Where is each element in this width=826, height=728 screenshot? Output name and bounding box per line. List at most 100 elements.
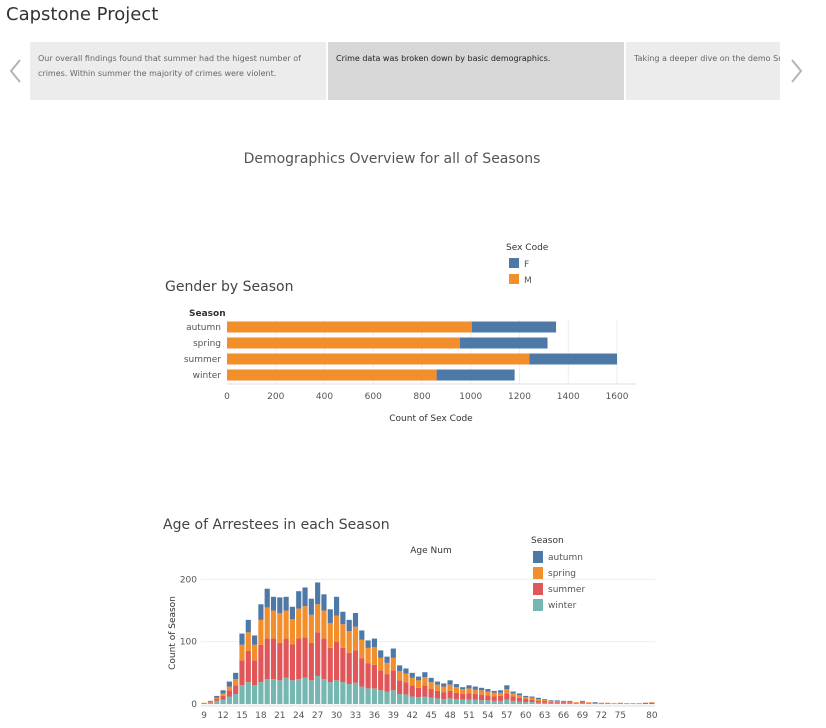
story-point-2-selected[interactable]: Crime data was broken down by basic demo… bbox=[328, 42, 624, 100]
x-tick-label: 36 bbox=[369, 711, 381, 721]
bar-winter bbox=[384, 691, 390, 704]
bar-spring bbox=[397, 670, 403, 681]
bar-summer bbox=[371, 664, 377, 689]
bar-spring bbox=[321, 610, 327, 639]
bar-autumn bbox=[359, 630, 365, 640]
bar-winter bbox=[491, 700, 497, 704]
bar-spring bbox=[529, 697, 535, 700]
bar-summer bbox=[434, 690, 441, 699]
bar-spring bbox=[233, 679, 239, 686]
next-arrow-icon[interactable] bbox=[786, 56, 806, 86]
bar-autumn bbox=[415, 676, 422, 681]
bar-summer bbox=[605, 703, 611, 704]
x-tick-label: 1000 bbox=[459, 392, 482, 402]
bar-autumn bbox=[403, 668, 409, 674]
bar-autumn bbox=[226, 681, 232, 687]
bar-spring bbox=[649, 702, 655, 703]
x-tick-label: 1200 bbox=[508, 392, 531, 402]
x-tick-label: 0 bbox=[224, 392, 230, 402]
bar-summer bbox=[384, 674, 390, 692]
bar-winter bbox=[428, 697, 434, 704]
bar-autumn bbox=[485, 689, 491, 692]
bar-winter bbox=[504, 699, 510, 704]
bar-winter bbox=[485, 700, 491, 704]
x-tick-label: 39 bbox=[388, 711, 400, 721]
bar-autumn bbox=[220, 690, 226, 694]
story-point-3[interactable]: Taking a deeper dive on the demo Summer.… bbox=[626, 42, 780, 100]
bar-spring bbox=[296, 608, 302, 639]
bar-spring bbox=[390, 657, 396, 671]
bar-autumn bbox=[327, 609, 333, 623]
bar-autumn bbox=[491, 690, 497, 693]
bar-summer bbox=[245, 651, 251, 683]
legend-swatch-winter bbox=[533, 599, 543, 611]
bar-spring bbox=[510, 693, 516, 697]
bar-summer bbox=[447, 690, 453, 699]
bar-summer bbox=[315, 632, 321, 676]
x-tick-label: 57 bbox=[501, 711, 512, 721]
bar-winter bbox=[510, 700, 516, 704]
bar-winter bbox=[346, 684, 352, 704]
x-tick-label: 33 bbox=[350, 711, 361, 721]
bar-spring bbox=[605, 702, 611, 704]
legend-label: M bbox=[524, 276, 532, 286]
bar-spring bbox=[617, 702, 623, 704]
bar-autumn bbox=[409, 672, 415, 678]
bar-summer bbox=[485, 695, 491, 701]
bar-spring bbox=[214, 697, 220, 700]
bar-spring bbox=[371, 647, 377, 665]
bar-summer bbox=[226, 690, 232, 697]
bar-spring bbox=[384, 662, 390, 675]
prev-arrow-icon[interactable] bbox=[6, 56, 26, 86]
bar-summer bbox=[346, 652, 352, 685]
bar-summer bbox=[586, 702, 592, 704]
bar-winter bbox=[415, 697, 422, 704]
row-header: Season bbox=[189, 309, 226, 319]
bar-winter bbox=[586, 703, 592, 704]
bar-summer bbox=[277, 642, 283, 681]
bar-M bbox=[227, 337, 460, 349]
bar-summer bbox=[460, 694, 466, 700]
bar-autumn bbox=[479, 687, 485, 691]
bar-spring bbox=[579, 701, 586, 703]
bar-winter bbox=[560, 703, 567, 704]
bar-winter bbox=[542, 702, 548, 704]
bar-winter bbox=[371, 688, 377, 704]
bar-F bbox=[459, 337, 548, 349]
bar-spring bbox=[245, 632, 251, 652]
category-label: winter bbox=[193, 371, 222, 381]
bar-winter bbox=[245, 682, 251, 704]
bar-winter bbox=[378, 690, 384, 704]
column-header: Age Num bbox=[410, 546, 451, 556]
bar-autumn bbox=[289, 606, 296, 620]
bar-autumn bbox=[277, 597, 283, 614]
bar-autumn bbox=[264, 588, 270, 608]
x-tick-label: 21 bbox=[274, 711, 285, 721]
bar-summer bbox=[491, 696, 497, 701]
bar-autumn bbox=[523, 695, 529, 698]
bar-spring bbox=[226, 686, 232, 691]
x-tick-label: 200 bbox=[267, 392, 284, 402]
bar-summer bbox=[264, 638, 270, 680]
bar-summer bbox=[497, 695, 504, 701]
legend-swatch-F bbox=[509, 258, 519, 268]
bar-winter bbox=[529, 702, 535, 704]
bar-winter bbox=[226, 696, 232, 704]
bar-autumn bbox=[283, 596, 289, 611]
x-tick-label: 69 bbox=[577, 711, 589, 721]
story-point-1[interactable]: Our overall findings found that summer h… bbox=[30, 42, 326, 100]
bar-autumn bbox=[333, 596, 340, 616]
bar-summer bbox=[252, 660, 258, 686]
x-tick-label: 45 bbox=[425, 711, 436, 721]
bar-winter bbox=[207, 702, 214, 704]
bar-summer bbox=[630, 703, 636, 704]
bar-winter bbox=[340, 682, 346, 704]
bar-winter bbox=[283, 677, 289, 704]
bar-spring bbox=[283, 610, 289, 639]
bar-winter bbox=[422, 696, 428, 704]
bar-summer bbox=[579, 702, 586, 704]
bar-autumn bbox=[592, 702, 598, 703]
bar-M bbox=[227, 353, 530, 365]
bar-spring bbox=[289, 619, 296, 645]
